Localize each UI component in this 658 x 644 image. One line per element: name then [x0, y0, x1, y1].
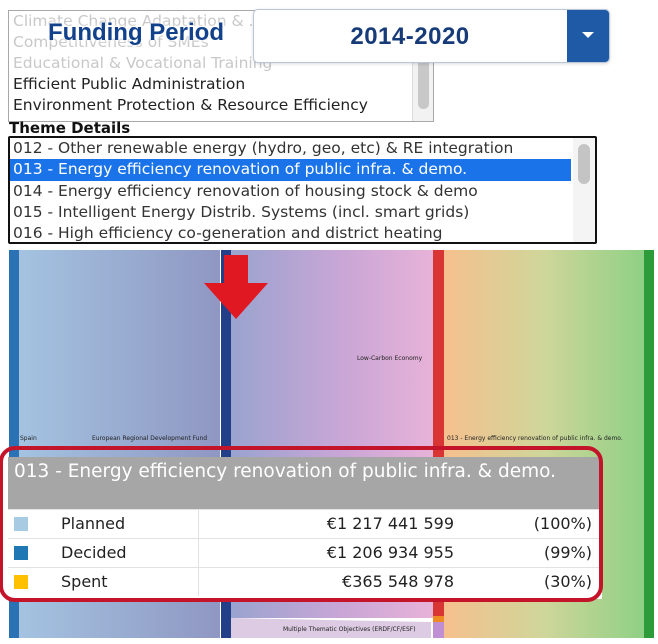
- column-divider: [198, 539, 199, 567]
- theme-detail-option[interactable]: 012 - Other renewable energy (hydro, geo…: [13, 139, 514, 157]
- column-divider: [198, 510, 199, 538]
- theme-details-scrollbar[interactable]: [573, 138, 595, 242]
- funding-period-select[interactable]: 2014-2020: [253, 9, 610, 63]
- sankey-label-theme: 013 - Energy efficiency renovation of pu…: [447, 435, 623, 442]
- caret-down-icon: [582, 32, 594, 38]
- legend-swatch: [14, 575, 28, 589]
- theme-detail-option[interactable]: 015 - Intelligent Energy Distrib. System…: [13, 202, 470, 221]
- legend-swatch: [14, 546, 28, 560]
- tooltip-row-spent: Spent €365 548 978 (30%): [8, 567, 602, 596]
- row-label: Decided: [61, 543, 127, 562]
- theme-option[interactable]: Efficient Public Administration: [13, 75, 246, 93]
- row-amount: €1 206 934 955: [326, 543, 454, 562]
- theme-detail-option-selected[interactable]: 013 - Energy efficiency renovation of pu…: [10, 159, 571, 181]
- row-label: Spent: [61, 572, 108, 591]
- theme-option[interactable]: Educational & Vocational Training: [13, 54, 273, 72]
- node-fund: [221, 250, 231, 638]
- row-percent: (30%): [543, 572, 592, 591]
- tooltip-header: 013 - Energy efficiency renovation of pu…: [8, 457, 602, 509]
- tooltip-row-planned: Planned €1 217 441 599 (100%): [8, 509, 602, 538]
- node-theme: [644, 250, 654, 638]
- theme-option[interactable]: Competitiveness of SMEs: [13, 33, 209, 51]
- funding-period-value[interactable]: 2014-2020: [350, 23, 470, 50]
- funding-period-label: Funding Period: [48, 19, 224, 46]
- row-percent: (99%): [543, 543, 592, 562]
- row-amount: €365 548 978: [342, 572, 454, 591]
- row-amount: €1 217 441 599: [326, 514, 454, 533]
- sankey-label-objective: Low-Carbon Economy: [357, 355, 423, 362]
- column-divider: [198, 568, 199, 596]
- scrollbar-thumb[interactable]: [578, 144, 590, 184]
- theme-detail-option[interactable]: 016 - High efficiency co-generation and …: [13, 224, 443, 243]
- node-objective-small: [433, 616, 444, 622]
- row-label: Planned: [61, 514, 126, 533]
- theme-details-title: Theme Details: [9, 119, 131, 137]
- row-percent: (100%): [533, 514, 592, 533]
- node-spain: [9, 250, 19, 638]
- legend-swatch: [14, 517, 28, 531]
- highlight-frame: [0, 446, 603, 602]
- theme-detail-option[interactable]: 014 - Energy efficiency renovation of ho…: [13, 181, 478, 200]
- node-objective: [433, 250, 444, 616]
- theme-option[interactable]: Climate Change Adaptation & ...: [13, 12, 264, 30]
- dropdown-button[interactable]: [567, 10, 609, 62]
- flow-fund-multi: [231, 618, 431, 638]
- tooltip-row-decided: Decided €1 206 934 955 (99%): [8, 538, 602, 567]
- sankey-label-spain: Spain: [20, 435, 37, 442]
- sankey-label-fund: European Regional Development Fund: [92, 435, 208, 442]
- tooltip-title: 013 - Energy efficiency renovation of pu…: [14, 461, 556, 482]
- node-multi: [433, 622, 444, 638]
- tooltip: 013 - Energy efficiency renovation of pu…: [8, 457, 602, 599]
- scrollbar-thumb[interactable]: [418, 17, 429, 109]
- theme-details-listbox[interactable]: 012 - Other renewable energy (hydro, geo…: [8, 136, 597, 244]
- sankey-label-multi: Multiple Thematic Objectives (ERDF/CF/ES…: [283, 626, 416, 633]
- theme-option[interactable]: Environment Protection & Resource Effici…: [13, 96, 368, 114]
- down-arrow-icon: [204, 255, 268, 319]
